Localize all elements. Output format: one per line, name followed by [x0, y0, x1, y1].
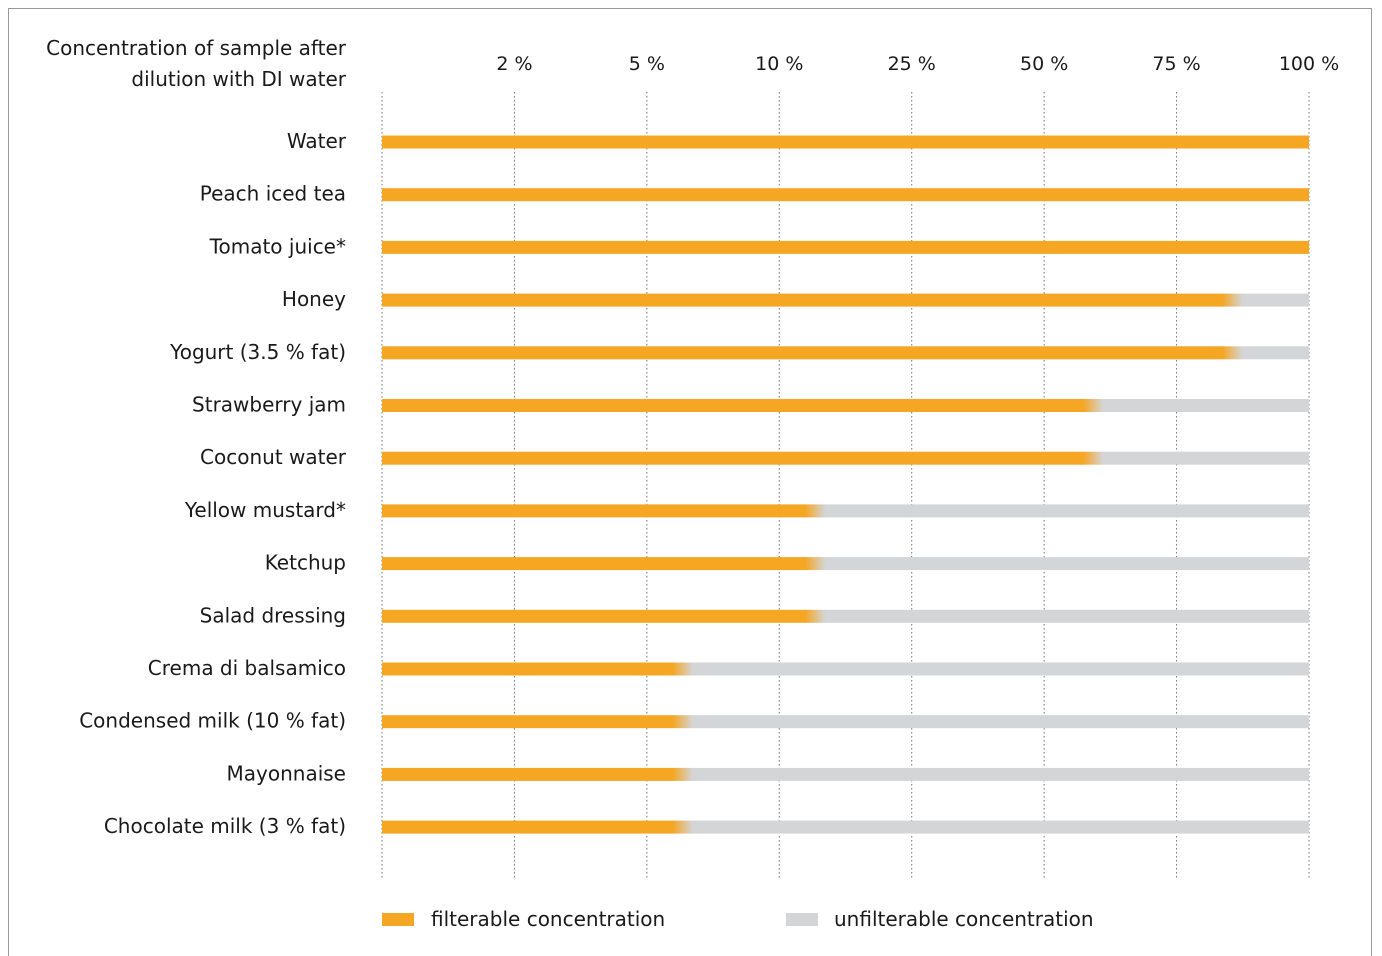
header-label-line1: Concentration of sample after — [46, 36, 346, 60]
bar-transition — [805, 609, 826, 623]
bar-unfilterable — [692, 662, 1309, 676]
bar-transition — [672, 715, 693, 729]
category-label: Chocolate milk (3 % fat) — [104, 814, 346, 838]
header-label-line2: dilution with DI water — [131, 67, 346, 91]
legend-label-unfilterable: unfilterable concentration — [834, 907, 1094, 931]
category-label: Condensed milk (10 % fat) — [79, 709, 346, 733]
bar-filterable — [382, 240, 1309, 254]
bar-transition — [672, 767, 693, 781]
bar-unfilterable — [824, 609, 1309, 623]
bar-transition — [1222, 293, 1243, 307]
bar-transition — [1083, 451, 1104, 465]
legend-swatch-unfilterable — [786, 913, 818, 926]
bar-transition — [805, 504, 826, 518]
legend-label-filterable: filterable concentration — [431, 907, 665, 931]
bar-filterable — [382, 188, 1309, 202]
chart-frame — [8, 8, 1372, 956]
x-tick-label: 5 % — [629, 53, 665, 75]
bar-unfilterable — [1102, 399, 1309, 412]
bar-filterable — [382, 399, 1084, 412]
x-tick-label: 100 % — [1279, 53, 1339, 75]
bar-transition — [1083, 399, 1104, 412]
bar-filterable — [382, 715, 674, 729]
legend-swatch-filterable — [382, 913, 414, 926]
bar-transition — [805, 557, 826, 571]
category-label: Salad dressing — [200, 603, 346, 627]
bar-transition — [672, 662, 693, 676]
bar-filterable — [382, 293, 1223, 307]
bar-unfilterable — [692, 715, 1309, 729]
bar-unfilterable — [1241, 346, 1309, 360]
bar-transition — [1222, 346, 1243, 360]
bar-filterable — [382, 504, 806, 518]
x-tick-label: 10 % — [755, 53, 803, 75]
bar-filterable — [382, 662, 674, 676]
category-label: Coconut water — [200, 445, 347, 469]
category-label: Yellow mustard* — [184, 498, 346, 522]
bar-unfilterable — [692, 820, 1309, 834]
category-label: Tomato juice* — [209, 234, 346, 258]
category-label: Mayonnaise — [227, 761, 346, 785]
category-label: Yogurt (3.5 % fat) — [169, 340, 346, 364]
bar-filterable — [382, 135, 1309, 149]
bar-unfilterable — [692, 767, 1309, 781]
bar-unfilterable — [1102, 451, 1309, 465]
bar-filterable — [382, 557, 806, 571]
bar-filterable — [382, 609, 806, 623]
category-label: Peach iced tea — [200, 182, 346, 206]
category-label: Ketchup — [265, 551, 346, 575]
bar-filterable — [382, 767, 674, 781]
bar-filterable — [382, 346, 1223, 360]
bar-unfilterable — [824, 557, 1309, 571]
x-tick-label: 2 % — [496, 53, 532, 75]
bar-unfilterable — [1241, 293, 1309, 307]
bar-filterable — [382, 820, 674, 834]
x-tick-label: 25 % — [888, 53, 936, 75]
x-tick-label: 50 % — [1020, 53, 1068, 75]
category-label: Water — [287, 129, 347, 153]
category-label: Strawberry jam — [192, 393, 346, 417]
category-label: Crema di balsamico — [148, 656, 346, 680]
category-label: Honey — [282, 287, 346, 311]
x-tick-label: 75 % — [1152, 53, 1200, 75]
bar-transition — [672, 820, 693, 834]
bar-filterable — [382, 451, 1084, 465]
bar-unfilterable — [824, 504, 1309, 518]
